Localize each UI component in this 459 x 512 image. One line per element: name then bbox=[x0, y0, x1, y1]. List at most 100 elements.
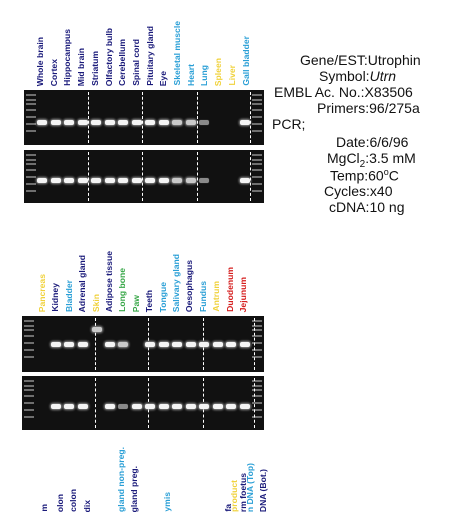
lane-label: Paw bbox=[130, 295, 141, 313]
temp-value: 60 bbox=[368, 167, 384, 184]
lane-label: ymis bbox=[162, 492, 172, 512]
pcr-band bbox=[131, 404, 142, 409]
pcr-band bbox=[91, 178, 101, 183]
ladder-band bbox=[252, 395, 262, 397]
gel-image-bottom-2 bbox=[22, 376, 264, 430]
gene-key: Gene/EST: bbox=[300, 52, 368, 68]
ladder-band bbox=[26, 123, 36, 125]
pcr-band bbox=[239, 342, 250, 347]
lane-divider bbox=[250, 152, 251, 201]
lane-label: Lung bbox=[199, 65, 210, 86]
ladder-band bbox=[26, 163, 36, 165]
ladder-band bbox=[252, 409, 262, 411]
pcr-band bbox=[64, 342, 74, 347]
lane-label: Hippocampus bbox=[62, 29, 73, 86]
info-symbol: Symbol:Utrn bbox=[319, 68, 396, 84]
pcr-band bbox=[199, 342, 209, 347]
ladder-band bbox=[24, 389, 34, 391]
ladder-band bbox=[252, 325, 262, 327]
pcr-band bbox=[158, 404, 169, 409]
pcr-band bbox=[145, 404, 155, 409]
lane-label: m bbox=[39, 504, 49, 512]
lane-label: Oesophagus bbox=[184, 260, 195, 313]
lane-label: Spinal cord bbox=[130, 39, 141, 86]
ladder-band bbox=[252, 402, 262, 404]
pcr-band bbox=[199, 404, 209, 409]
ladder-band bbox=[252, 335, 262, 337]
lane-divider bbox=[88, 92, 89, 143]
lane-label: Skin bbox=[90, 294, 101, 313]
pcr-band bbox=[118, 404, 128, 409]
ladder-band bbox=[252, 169, 262, 171]
lane-label: Skeletal muscle bbox=[172, 21, 182, 86]
ladder-band bbox=[252, 176, 262, 178]
primers-key: Primers: bbox=[317, 100, 370, 116]
ladder-band bbox=[252, 183, 262, 185]
pcr-band bbox=[131, 178, 142, 183]
lane-label: Olfactory bulb bbox=[103, 28, 114, 87]
pcr-band bbox=[64, 404, 74, 409]
lane-divider bbox=[254, 318, 255, 370]
lane-label: Striatum bbox=[89, 51, 100, 86]
ladder-band bbox=[252, 103, 262, 105]
info-gene: Gene/EST:Utrophin bbox=[300, 52, 421, 68]
lane-label: Bladder bbox=[63, 280, 74, 312]
ladder-band bbox=[26, 154, 36, 156]
pcr-band bbox=[50, 404, 61, 409]
pcr-band bbox=[64, 178, 74, 183]
gel-image-bottom-1 bbox=[22, 316, 264, 372]
ladder-band bbox=[252, 329, 262, 331]
pcr-band bbox=[185, 342, 196, 347]
lane-divider bbox=[88, 152, 89, 201]
symbol-value: Utrn bbox=[369, 68, 397, 84]
temp-degree: o bbox=[383, 167, 389, 177]
lane-label: Duodenum bbox=[224, 267, 235, 312]
ladder-band bbox=[24, 402, 34, 404]
lane-label: n DNA (Top) bbox=[245, 463, 255, 512]
date-value: 6/6/96 bbox=[369, 134, 409, 150]
ladder-band bbox=[252, 380, 262, 382]
ladder-band bbox=[252, 99, 262, 101]
lane-label: Salivary gland bbox=[171, 254, 181, 313]
pcr-band bbox=[239, 120, 250, 125]
lane-label: Spleen bbox=[213, 58, 224, 87]
ladder-band bbox=[24, 349, 34, 351]
ladder-band bbox=[26, 130, 36, 132]
cycles-key: Cycles: bbox=[324, 183, 370, 199]
pcr-band bbox=[239, 404, 250, 409]
mgcl-colon: : bbox=[365, 150, 370, 166]
cdna-key: cDNA: bbox=[329, 199, 370, 215]
pcr-band bbox=[50, 342, 61, 347]
ladder-band bbox=[24, 395, 34, 397]
pcr-band bbox=[50, 178, 61, 183]
pcr-band bbox=[64, 120, 74, 125]
lane-label: Cortex bbox=[48, 59, 59, 87]
pcr-band bbox=[104, 342, 115, 347]
ladder-band bbox=[24, 409, 34, 411]
ladder-band bbox=[252, 123, 262, 125]
ladder-band bbox=[24, 416, 34, 418]
ladder-band bbox=[26, 109, 36, 111]
ladder-band bbox=[252, 159, 262, 161]
gel-image-top-2 bbox=[24, 150, 264, 203]
gel-image-top-1 bbox=[24, 90, 264, 145]
lane-label: Whole brain bbox=[35, 37, 45, 87]
mgcl-subscript: 2 bbox=[359, 158, 366, 170]
date-key: Date: bbox=[336, 134, 370, 150]
lane-divider bbox=[95, 318, 96, 370]
lane-divider bbox=[250, 92, 251, 143]
lane-label: colon bbox=[68, 489, 78, 512]
pcr-band bbox=[212, 404, 223, 409]
gene-value: Utrophin bbox=[367, 52, 421, 68]
symbol-key: Symbol: bbox=[319, 68, 370, 84]
ladder-band bbox=[252, 130, 262, 132]
ladder-band bbox=[24, 325, 34, 327]
lane-label: gland non-preg. bbox=[116, 447, 126, 512]
temp-unit: C bbox=[388, 167, 399, 184]
ladder-band bbox=[252, 154, 262, 156]
lane-label: Teeth bbox=[144, 290, 155, 313]
ladder-band bbox=[24, 335, 34, 337]
lane-label: Adipose tissue bbox=[104, 251, 114, 313]
info-cdna: cDNA:10 ng bbox=[329, 199, 405, 215]
ladder-band bbox=[252, 190, 262, 192]
